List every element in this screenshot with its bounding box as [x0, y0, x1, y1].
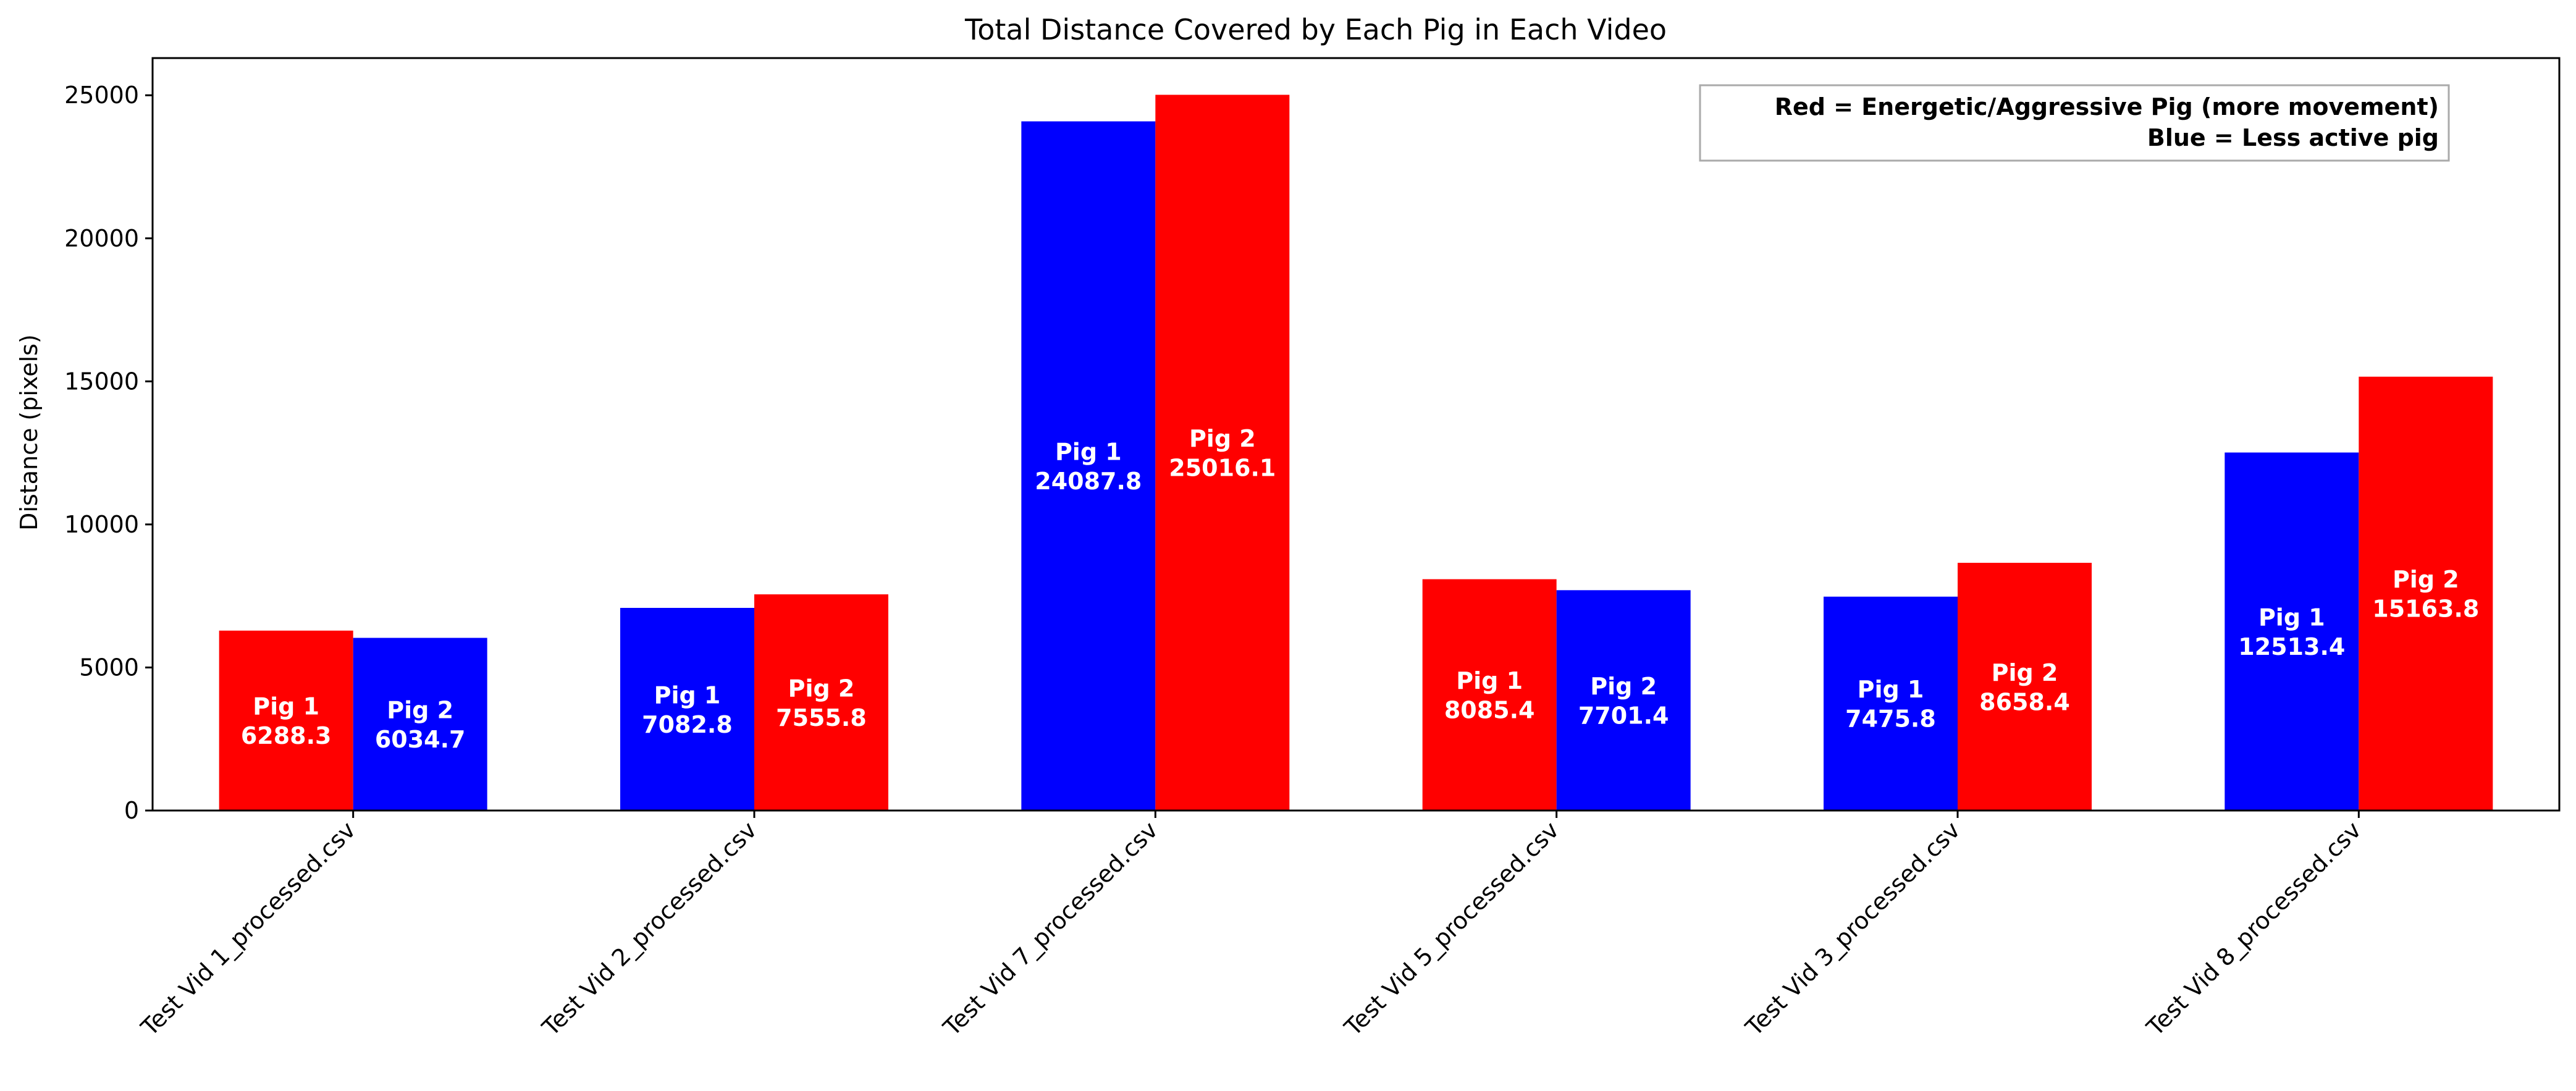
bar-pig2-4 [1556, 590, 1691, 811]
bar-data-label: Pig 2 6034.7 [375, 697, 466, 754]
bar-pig2-6 [2359, 376, 2493, 811]
x-tick-label: Test Vid 5_processed.csv [1339, 816, 1564, 1042]
y-tick-label: 0 [124, 797, 139, 824]
x-tick-label: Test Vid 1_processed.csv [135, 816, 361, 1042]
legend-text: Blue = Less active pig [2147, 124, 2439, 151]
y-axis-label: Distance (pixels) [15, 334, 43, 531]
legend-text: Red = Energetic/Aggressive Pig (more mov… [1775, 93, 2439, 120]
bar-data-label: Pig 1 12513.4 [2238, 604, 2345, 661]
bar-data-label: Pig 1 8085.4 [1444, 667, 1535, 724]
x-tick-label: Test Vid 2_processed.csv [537, 816, 762, 1042]
y-tick-label: 25000 [64, 82, 139, 109]
bar-pig2-1 [353, 638, 487, 811]
bar-data-label: Pig 2 7701.4 [1578, 673, 1669, 730]
axes-frame [151, 57, 2561, 812]
x-tick-label: Test Vid 7_processed.csv [938, 816, 1163, 1042]
x-tick-label: Test Vid 8_processed.csv [2141, 816, 2367, 1042]
bar-pig1-5 [1824, 596, 1958, 811]
bar-pig1-6 [2225, 452, 2359, 811]
bar-data-label: Pig 1 7082.8 [642, 681, 733, 738]
bar-data-label: Pig 2 7555.8 [776, 675, 867, 731]
y-tick-label: 15000 [64, 368, 139, 395]
y-tick-label: 10000 [64, 511, 139, 538]
bar-data-label: Pig 2 8658.4 [1979, 659, 2070, 716]
bar-pig2-2 [754, 594, 888, 811]
bar-pig1-3 [1021, 121, 1156, 811]
plot-area: Pig 1 6288.3 Pig 2 6034.7 Test Vid 1_process… [64, 57, 2561, 1042]
bar-data-label: Pig 2 15163.8 [2372, 566, 2479, 623]
bar-pig2-3 [1155, 95, 1290, 811]
bar-pig2-5 [1958, 563, 2092, 811]
bar-pig1-4 [1422, 579, 1557, 811]
bar-pig1-2 [620, 607, 754, 811]
y-tick-label: 20000 [64, 225, 139, 252]
bar-data-label: Pig 1 24087.8 [1035, 439, 1142, 495]
bar-data-label: Pig 1 7475.8 [1845, 676, 1936, 733]
bar-data-label: Pig 2 25016.1 [1169, 425, 1276, 482]
chart-title: Total Distance Covered by Each Pig in Ea… [964, 13, 1667, 46]
y-tick-label: 5000 [79, 654, 139, 681]
legend-box [1699, 84, 2450, 162]
bar-data-label: Pig 1 6288.3 [241, 693, 332, 750]
x-tick-label: Test Vid 3_processed.csv [1740, 816, 1966, 1042]
bar-pig1-1 [219, 630, 353, 811]
